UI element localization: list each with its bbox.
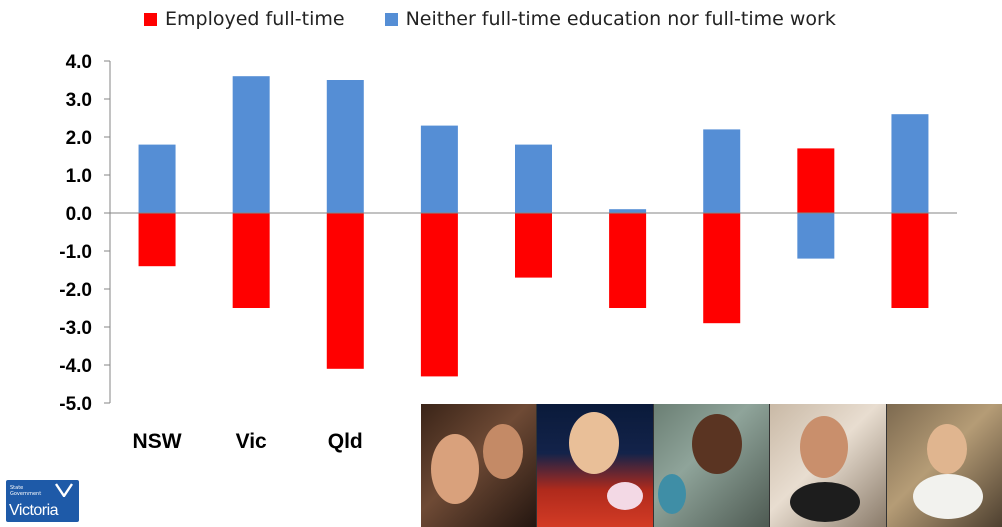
photo-students-chatting [421,404,538,527]
bars [110,76,957,377]
photo-chef-kitchen [886,404,1002,527]
photo-smiling-woman-flowers [537,404,654,527]
bar-employed-qld [326,213,364,369]
y-tick-label: 2.0 [66,128,92,149]
photo-strip [421,404,1002,527]
y-tick-label: -4.0 [59,356,92,377]
bar-employed-wa [420,213,458,377]
bar-neither-aust [891,114,929,213]
y-tick-label: -5.0 [59,394,92,415]
bar-employed-nsw [138,213,176,267]
state-government-victoria-logo: State Government Victoria [6,480,79,522]
legend-label-employed: Employed full-time [165,8,345,30]
bar-employed-vic [232,213,270,308]
legend-swatch-neither [384,12,398,26]
bar-neither-act [703,129,741,213]
legend-label-neither: Neither full-time education nor full-tim… [405,8,836,30]
bar-neither-tas [609,209,647,213]
logo-v-icon [55,483,73,497]
legend-swatch-employed [144,12,157,26]
bar-neither-nsw [138,144,176,213]
y-tick-label: -3.0 [59,318,92,339]
bar-employed-aust [891,213,929,308]
legend: Employed full-time Neither full-time edu… [144,8,876,30]
bar-neither-qld [326,80,364,213]
y-tick-label: 1.0 [66,166,92,187]
photo-woman-smiling [770,404,887,527]
photo-man-safety-glasses [653,404,771,527]
bar-neither-vic [232,76,270,213]
bar-employed-sa [515,213,552,278]
x-category-label: NSW [133,430,182,453]
y-tick-label: -1.0 [59,242,92,263]
bar-employed-tas [609,213,647,308]
bar-neither-wa [420,125,458,213]
x-category-label: Vic [236,430,267,453]
legend-item-neither: Neither full-time education nor full-tim… [384,8,836,30]
legend-item-employed: Employed full-time [144,8,345,30]
y-tick-label: -2.0 [59,280,92,301]
bar-neither-nt [797,213,835,259]
y-axis: -5.0 -4.0 -3.0 -2.0 -1.0 0.0 1.0 2.0 3.0 4.0 [59,52,111,415]
bar-employed-act [703,213,741,324]
bar-employed-nt [797,148,835,213]
y-tick-label: 3.0 [66,90,92,111]
logo-subtitle: State Government [10,485,42,497]
bar-neither-sa [515,144,552,213]
y-tick-label: 4.0 [66,52,92,73]
x-category-label: Qld [328,430,363,453]
y-tick-label: 0.0 [66,204,92,225]
logo-wordmark: Victoria [9,502,59,519]
